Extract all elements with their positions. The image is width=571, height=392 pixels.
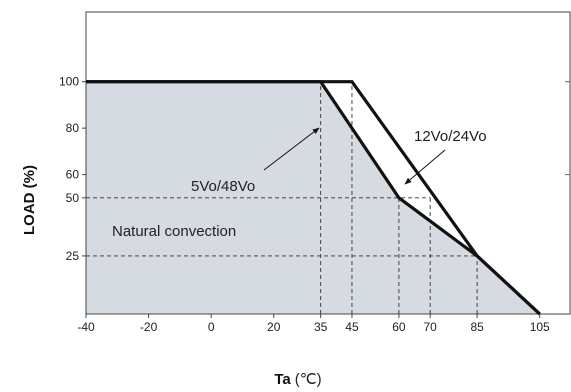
natural-convection-label: Natural convection [112,223,236,240]
y-axis-title: LOAD (%) [21,165,38,235]
y-tick-label: 60 [66,168,80,182]
x-tick-label: 0 [208,320,215,334]
plot-frame [85,11,571,315]
axis-ticks: -40 -20 0 20 35 45 60 70 85 105 25 50 60 80 100 [59,75,570,334]
y-tick-label: 100 [59,75,79,89]
x-axis-quantity: Ta [274,371,291,388]
series-lines [86,80,541,316]
x-tick-label: 70 [424,320,438,334]
x-tick-label: 35 [314,320,328,334]
x-tick-label: 20 [267,320,281,334]
callout-arrow-5vo-48vo [263,127,320,171]
callout-arrow-12vo-24vo [404,149,446,185]
x-axis-title: Ta (℃) [274,371,321,388]
x-tick-label: 60 [392,320,406,334]
x-tick-label: 105 [530,320,550,334]
x-tick-label: 45 [345,320,359,334]
series-line-1 [86,80,541,316]
x-tick-label: 85 [470,320,484,334]
y-tick-label: 80 [66,121,80,135]
y-tick-label: 50 [66,191,80,205]
x-axis-unit: (℃) [295,371,322,388]
x-tick-label: -40 [77,320,95,334]
x-tick-label: -20 [140,320,158,334]
series-callouts [263,127,446,185]
series-label-12vo-24vo: 12Vo/24Vo [414,128,487,145]
series-label-5vo-48vo: 5Vo/48Vo [191,178,255,195]
y-tick-label: 25 [66,249,80,263]
guide-lines [86,81,478,314]
